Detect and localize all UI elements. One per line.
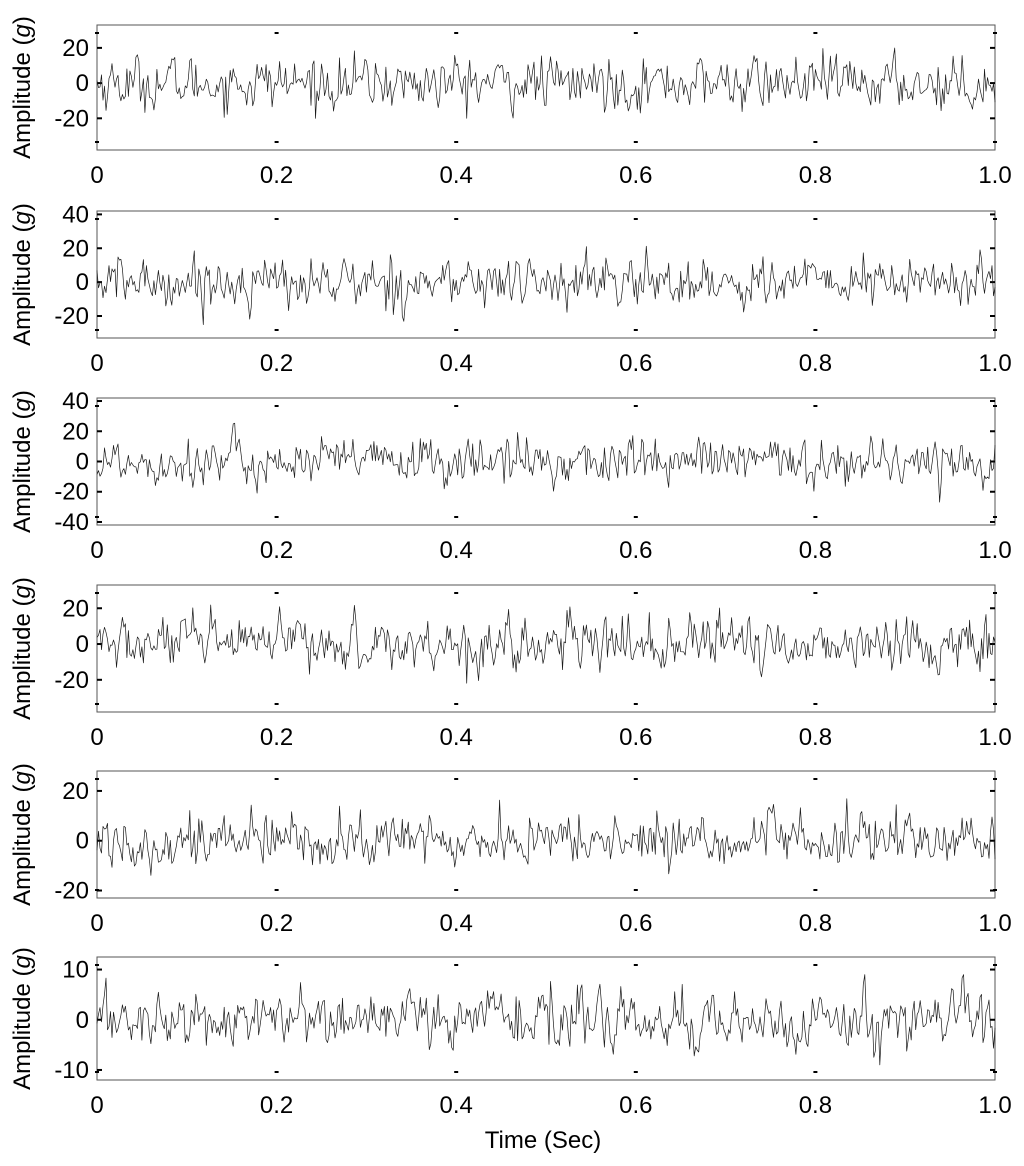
- x-tick-label: 0: [90, 724, 103, 751]
- y-tick-label: 10: [62, 957, 89, 984]
- y-tick-label: 40: [62, 201, 89, 228]
- x-tick-label: 1.0: [978, 162, 1011, 189]
- x-tick-label: 0.8: [799, 162, 832, 189]
- x-tick-label: 0: [90, 162, 103, 189]
- x-tick-label: 0.4: [440, 350, 473, 377]
- y-tick-label: -10: [54, 1057, 89, 1084]
- signal-line: [96, 974, 996, 1066]
- x-tick-label: 1.0: [978, 910, 1011, 937]
- x-tick-label: 0.8: [799, 910, 832, 937]
- y-axis-label: Amplitude (g): [9, 763, 36, 906]
- y-axis-label: Amplitude (g): [9, 390, 36, 533]
- y-tick-label: -20: [54, 667, 89, 694]
- x-tick-label: 0.6: [619, 537, 652, 564]
- plot-frame: [96, 770, 996, 899]
- y-tick-label: 0: [76, 631, 89, 658]
- x-tick-label: 0.2: [260, 162, 293, 189]
- y-tick-label: 20: [62, 595, 89, 622]
- signal-line: [96, 604, 996, 684]
- y-tick-label: 0: [76, 828, 89, 855]
- plot-frame: [96, 956, 996, 1081]
- y-axis-label: Amplitude (g): [9, 16, 36, 159]
- y-tick-label: 20: [62, 235, 89, 262]
- signal-line: [96, 47, 996, 119]
- signal-line: [96, 422, 996, 503]
- y-axis-label: Amplitude (g): [9, 203, 36, 346]
- y-tick-label: 0: [76, 1007, 89, 1034]
- x-tick-label: 0.6: [619, 350, 652, 377]
- x-tick-label: 0: [90, 350, 103, 377]
- y-tick-label: -20: [54, 105, 89, 132]
- y-axis-label: Amplitude (g): [9, 577, 36, 720]
- x-tick-label: 0.8: [799, 537, 832, 564]
- plot-frame: [96, 584, 996, 713]
- plot-frame: [96, 210, 996, 339]
- signal-line: [96, 798, 996, 876]
- x-tick-label: 1.0: [978, 537, 1011, 564]
- x-tick-label: 0.8: [799, 724, 832, 751]
- x-tick-label: 0.2: [260, 1092, 293, 1119]
- x-tick-label: 0.6: [619, 910, 652, 937]
- y-axis-label: Amplitude (g): [9, 947, 36, 1090]
- x-tick-label: 0.4: [440, 162, 473, 189]
- x-tick-label: 0.4: [440, 724, 473, 751]
- panel-3: -40 -20 0 20 40 0 0.2 0.4 0.6 0.8 1.0 Amplitude (g): [9, 388, 1012, 564]
- y-tick-label: 20: [62, 778, 89, 805]
- x-tick-label: 0.6: [619, 724, 652, 751]
- plot-frame: [96, 24, 996, 151]
- y-tick-label: 20: [62, 35, 89, 62]
- x-tick-label: 0: [90, 537, 103, 564]
- x-tick-label: 1.0: [978, 724, 1011, 751]
- x-tick-label: 1.0: [978, 350, 1011, 377]
- x-axis-label: Time (Sec): [485, 1127, 601, 1154]
- y-tick-label: 40: [62, 388, 89, 415]
- y-tick-label: 0: [76, 70, 89, 97]
- y-tick-label: -20: [54, 479, 89, 506]
- x-tick-label: 0: [90, 910, 103, 937]
- y-tick-label: 0: [76, 269, 89, 296]
- y-tick-label: 0: [76, 449, 89, 476]
- y-tick-label: -40: [54, 509, 89, 536]
- x-tick-label: 0: [90, 1092, 103, 1119]
- x-tick-label: 0.4: [440, 1092, 473, 1119]
- x-tick-label: 0.4: [440, 910, 473, 937]
- x-tick-label: 0.8: [799, 350, 832, 377]
- x-tick-label: 0.6: [619, 1092, 652, 1119]
- x-tick-label: 0.2: [260, 537, 293, 564]
- panel-4: -20 0 20 0 0.2 0.4 0.6 0.8 1.0 Amplitude (g): [9, 577, 1012, 751]
- y-tick-label: 20: [62, 418, 89, 445]
- signal-line: [96, 245, 996, 325]
- x-tick-label: 0.2: [260, 724, 293, 751]
- x-tick-label: 0.2: [260, 910, 293, 937]
- x-tick-label: 0.4: [440, 537, 473, 564]
- x-tick-label: 0.8: [799, 1092, 832, 1119]
- y-tick-label: -20: [54, 878, 89, 905]
- y-tick-label: -20: [54, 303, 89, 330]
- x-tick-label: 1.0: [978, 1092, 1011, 1119]
- x-tick-label: 0.2: [260, 350, 293, 377]
- x-tick-label: 0.6: [619, 162, 652, 189]
- panel-1: -20 0 20 0 0.2 0.4 0.6 0.8 1.0 Amplitude (g): [9, 16, 1012, 189]
